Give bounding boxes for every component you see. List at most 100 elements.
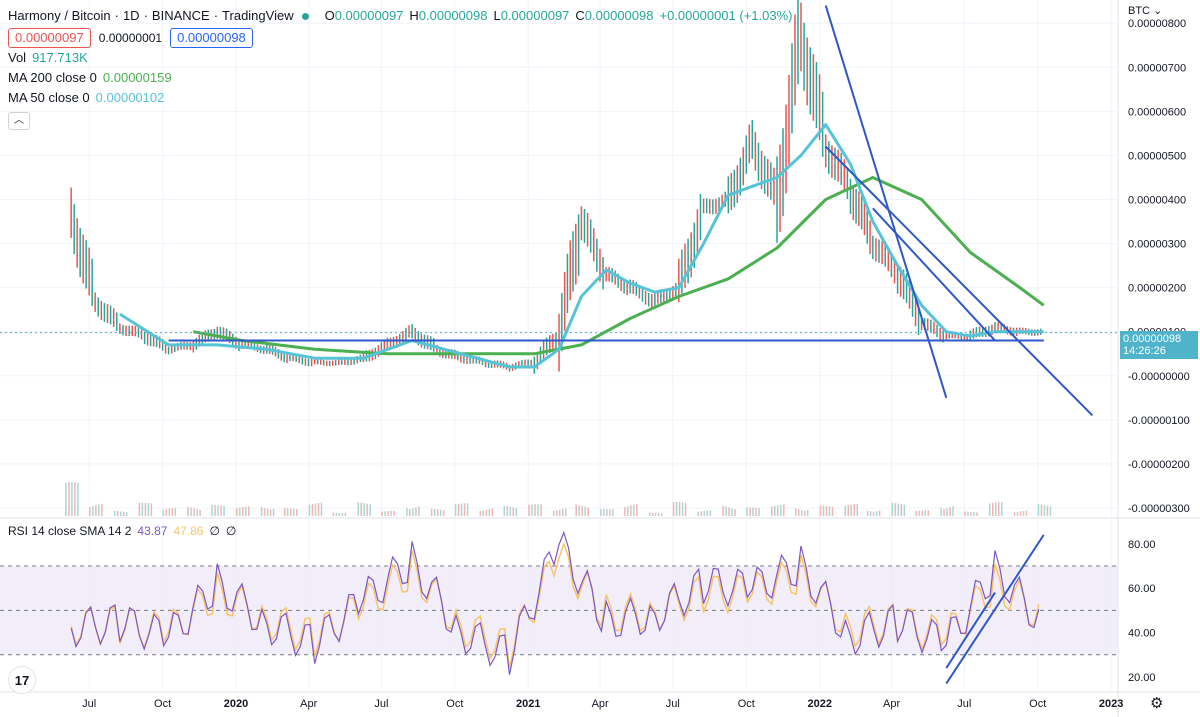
ma50-label: MA 50 close 0 bbox=[8, 90, 90, 105]
market-status-icon bbox=[301, 12, 309, 20]
chevron-up-icon: ︿ bbox=[14, 115, 24, 126]
volume-bar bbox=[1049, 506, 1052, 516]
vol-value: 917.713K bbox=[32, 50, 88, 65]
volume-bar bbox=[193, 508, 195, 516]
rsi-line bbox=[70, 530, 1040, 675]
ma50-legend[interactable]: MA 50 close 0 0.00000102 bbox=[8, 88, 792, 108]
volume-bar bbox=[113, 510, 116, 516]
collapse-legend-button[interactable]: ︿ bbox=[8, 112, 30, 130]
rsi-band-fill bbox=[0, 565, 1118, 655]
volume-bar bbox=[269, 509, 272, 516]
y-tick-label: -0.00000300 bbox=[1128, 503, 1190, 515]
volume-bar bbox=[214, 505, 216, 516]
volume-bar bbox=[903, 504, 906, 516]
volume-bar bbox=[485, 509, 488, 516]
volume-legend[interactable]: Vol 917.713K bbox=[8, 48, 792, 68]
x-tick-label: 2021 bbox=[516, 698, 540, 710]
volume-bar bbox=[758, 508, 760, 516]
volume-bar bbox=[272, 508, 275, 516]
volume-bar bbox=[967, 511, 969, 516]
volume-bar bbox=[360, 502, 362, 516]
volume-bar bbox=[872, 511, 875, 516]
volume-bar bbox=[147, 503, 150, 516]
volume-bar bbox=[853, 504, 855, 516]
rsi-band bbox=[0, 565, 1118, 656]
volume-bar bbox=[921, 510, 924, 516]
volume-bar bbox=[162, 509, 165, 516]
volume-bar bbox=[384, 511, 386, 516]
volume-bar bbox=[101, 503, 103, 516]
volume-bar bbox=[725, 506, 727, 516]
high-value: 0.00000098 bbox=[418, 8, 488, 23]
volume-bar bbox=[125, 512, 128, 516]
volume-bar bbox=[531, 504, 533, 516]
volume-bar bbox=[587, 507, 589, 516]
volume-bar bbox=[825, 505, 828, 516]
volume-bar bbox=[248, 506, 250, 516]
tradingview-logo[interactable]: 17 bbox=[8, 666, 36, 694]
interval[interactable]: 1D bbox=[122, 8, 140, 23]
volume-bar bbox=[454, 504, 457, 516]
volume-bar bbox=[479, 511, 482, 516]
volume-bar bbox=[970, 511, 972, 516]
price-series bbox=[0, 0, 1118, 675]
volume-bar bbox=[65, 482, 67, 516]
volume-bar bbox=[393, 510, 395, 516]
volume-bar bbox=[706, 510, 709, 516]
volume-bar bbox=[168, 508, 171, 516]
volume-bar bbox=[512, 507, 515, 516]
volume-bar bbox=[657, 513, 660, 516]
currency-selector[interactable]: BTC ⌄ bbox=[1128, 4, 1162, 17]
volume-bar bbox=[239, 507, 241, 516]
volume-bar bbox=[651, 512, 654, 516]
volume-bar bbox=[95, 505, 97, 516]
volume-bar bbox=[897, 503, 900, 516]
volume-bar bbox=[900, 504, 903, 516]
ma200-legend[interactable]: MA 200 close 0 0.00000159 bbox=[8, 68, 792, 88]
volume-bar bbox=[171, 508, 174, 516]
volume-bar bbox=[1037, 504, 1040, 516]
trade-row: 0.00000097 0.00000001 0.00000098 bbox=[8, 28, 792, 48]
volume-bar bbox=[684, 502, 687, 516]
volume-bar bbox=[600, 509, 602, 516]
volume-bar bbox=[722, 505, 724, 516]
buy-button[interactable]: 0.00000098 bbox=[170, 28, 253, 48]
spread-value: 0.00000001 bbox=[98, 31, 163, 45]
rsi-legend[interactable]: RSI 14 close SMA 14 2 43.87 47.86 ∅ ∅ bbox=[8, 524, 236, 538]
x-tick-label: Apr bbox=[592, 698, 609, 710]
volume-bar bbox=[144, 502, 147, 516]
volume-bar bbox=[794, 508, 797, 516]
volume-bar bbox=[190, 507, 192, 516]
gear-icon[interactable]: ⚙ bbox=[1150, 695, 1164, 712]
volume-bar bbox=[749, 507, 751, 516]
volume-bar bbox=[777, 505, 779, 516]
volume-bar bbox=[138, 502, 141, 516]
volume-bar bbox=[1022, 510, 1025, 516]
volume-bar bbox=[412, 508, 414, 516]
volume-bar bbox=[335, 512, 338, 516]
volume-bar bbox=[1046, 505, 1049, 516]
x-tick-label: Jul bbox=[666, 698, 680, 710]
volume-bar bbox=[894, 503, 897, 516]
volume-bar bbox=[165, 509, 168, 516]
volume-bar bbox=[357, 502, 359, 516]
volume-bar bbox=[800, 509, 803, 516]
rsi-trendline bbox=[945, 592, 996, 669]
symbol-name[interactable]: Harmony / Bitcoin bbox=[8, 8, 111, 23]
volume-bar bbox=[603, 509, 605, 516]
volume-bar bbox=[283, 508, 286, 516]
ma200-line bbox=[193, 176, 1045, 356]
volume-bar bbox=[578, 505, 580, 516]
x-tick-label: 2023 bbox=[1099, 698, 1123, 710]
volume-bar bbox=[242, 507, 244, 516]
volume-bar bbox=[612, 509, 614, 516]
source: TradingView bbox=[222, 8, 294, 23]
volume-bar bbox=[344, 512, 347, 516]
sell-button[interactable]: 0.00000097 bbox=[8, 28, 91, 48]
x-tick-label: Jul bbox=[374, 698, 388, 710]
volume-bar bbox=[71, 482, 73, 516]
volume-bar bbox=[308, 504, 311, 516]
trendlines bbox=[168, 5, 1094, 685]
y-tick-label: -0.00000000 bbox=[1128, 371, 1190, 383]
